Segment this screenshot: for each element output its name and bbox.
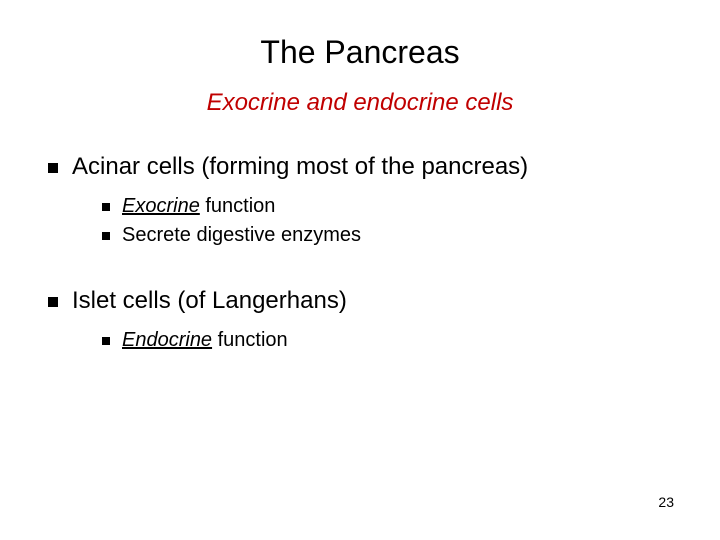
slide-subtitle: Exocrine and endocrine cells xyxy=(36,89,684,117)
bullet-islet: Islet cells (of Langerhans) Endocrine fu… xyxy=(46,287,684,352)
emphasized-word: Endocrine xyxy=(122,329,212,351)
emphasized-word: Exocrine xyxy=(122,195,200,217)
bullet-text: Islet cells (of Langerhans) xyxy=(72,287,347,314)
page-number: 23 xyxy=(658,494,674,510)
sub-bullet-secrete: Secrete digestive enzymes xyxy=(100,224,684,247)
rest-text: function xyxy=(200,195,276,217)
sub-bullet-exocrine: Exocrine function xyxy=(100,195,684,218)
slide-title: The Pancreas xyxy=(36,34,684,71)
bullet-text: Acinar cells (forming most of the pancre… xyxy=(72,153,528,180)
bullets-level2: Exocrine function Secrete digestive enzy… xyxy=(72,195,684,247)
sub-bullet-endocrine: Endocrine function xyxy=(100,329,684,352)
bullet-acinar: Acinar cells (forming most of the pancre… xyxy=(46,153,684,247)
bullets-level1-b: Islet cells (of Langerhans) Endocrine fu… xyxy=(36,287,684,352)
plain-text: Secrete digestive enzymes xyxy=(122,224,361,246)
spacer xyxy=(36,257,684,287)
bullets-level1: Acinar cells (forming most of the pancre… xyxy=(36,153,684,247)
rest-text: function xyxy=(212,329,288,351)
bullets-level2-b: Endocrine function xyxy=(72,329,684,352)
